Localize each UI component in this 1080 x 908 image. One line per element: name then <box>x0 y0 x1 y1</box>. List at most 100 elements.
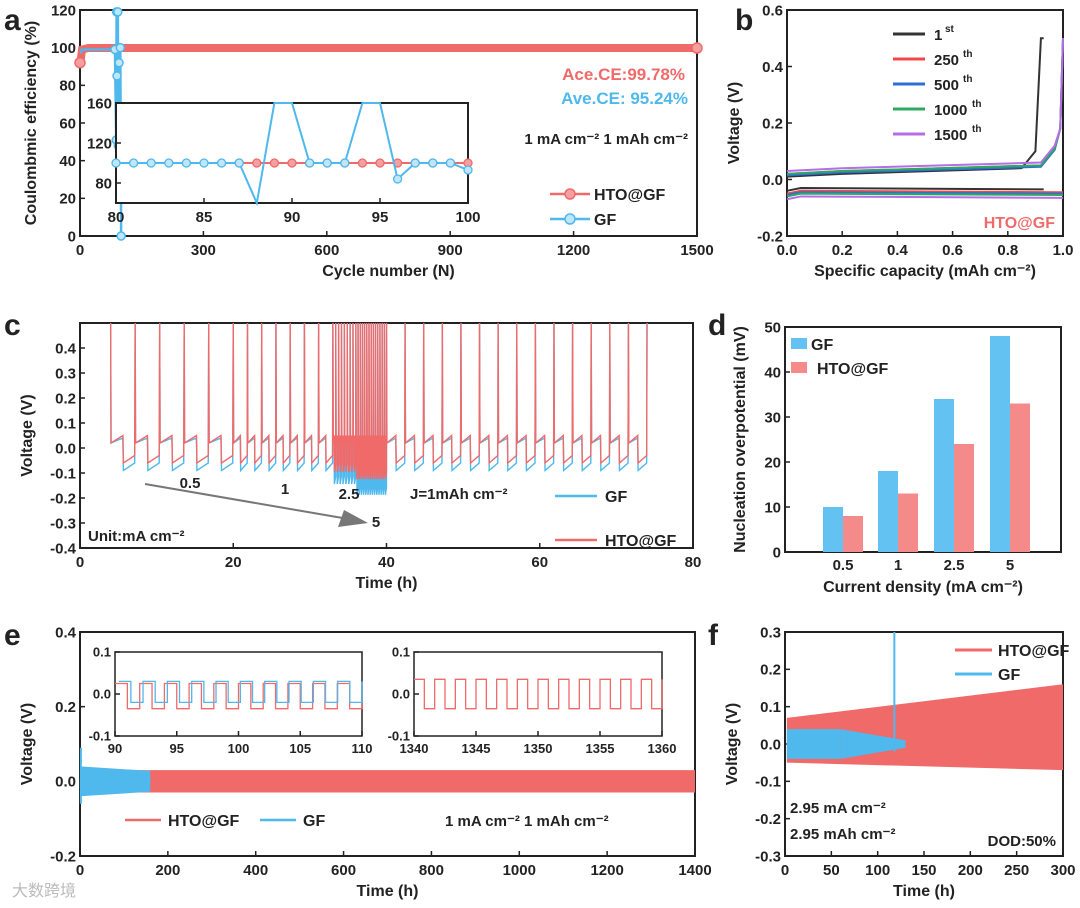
y-tick-label: -0.2 <box>755 811 781 828</box>
x-tick-label: 300 <box>1050 862 1075 879</box>
panel-f: 0 50 100 150 200 250 300 -0.3 -0.2 -0.1 0.0 0.1 0.2 0… <box>724 624 1076 900</box>
x-tick-label: 2.5 <box>944 557 965 574</box>
bar-gf <box>990 336 1010 552</box>
y-axis-label: Voltage (V) <box>724 703 741 785</box>
y-tick-label: 0.2 <box>762 115 783 132</box>
y-tick-label: 0.2 <box>55 390 76 407</box>
legend-label: HTO@GF <box>998 643 1070 660</box>
series-gf <box>80 766 151 797</box>
x-tick-label: 0.8 <box>997 242 1018 259</box>
inset-point <box>287 158 297 168</box>
plot-frame <box>79 631 696 857</box>
y-tick-label: -0.2 <box>757 228 783 245</box>
x-tick-label: 1350 <box>524 741 553 756</box>
inset-point <box>181 158 192 168</box>
y-tick-label: 10 <box>764 499 781 516</box>
x-tick-label: 1.0 <box>1053 242 1074 259</box>
x-tick-label: 1000 <box>503 862 536 879</box>
y-tick-label: 60 <box>59 115 76 132</box>
panel-a: 0 300 600 900 1200 1500 0 20 40 60 80 100 120 Cycle n… <box>23 2 714 280</box>
x-tick-label: 95 <box>372 209 389 226</box>
y-tick-label: 20 <box>59 191 76 208</box>
arrow-head <box>338 510 368 527</box>
bar-hto-gf <box>1010 403 1030 552</box>
y-tick-label: -0.1 <box>755 774 781 791</box>
plating-curve <box>786 192 1064 198</box>
x-tick-label: 400 <box>243 862 268 879</box>
y-tick-label: 0 <box>773 544 781 561</box>
x-tick-label: 900 <box>438 242 463 259</box>
y-tick-label: 0.3 <box>55 365 76 382</box>
y-tick-label: 40 <box>764 364 781 381</box>
y-tick-label: 0.0 <box>760 736 781 753</box>
legend-label: GF <box>998 667 1020 684</box>
legend-swatch <box>791 338 807 349</box>
y-tick-label: -0.3 <box>50 515 76 532</box>
inset-point <box>428 158 438 168</box>
legend-label-sup: th <box>963 74 972 85</box>
legend-label: 1500 <box>934 127 967 144</box>
x-tick-label: 600 <box>331 862 356 879</box>
x-tick-label: 300 <box>191 242 216 259</box>
x-tick-label: 5 <box>1006 557 1014 574</box>
y-axis-label: Voltage (V) <box>726 82 743 164</box>
plot-frame <box>784 326 1062 553</box>
annotation-capacity: 2.95 mAh cm⁻² <box>790 826 895 843</box>
inset-point <box>392 174 403 184</box>
inset-point <box>463 165 473 175</box>
data-point <box>116 231 126 241</box>
bar-gf <box>934 399 954 552</box>
x-axis-label: Time (h) <box>356 575 418 592</box>
y-tick-label: -0.2 <box>50 490 76 507</box>
x-tick-label: 110 <box>352 741 373 756</box>
panel-e: 0 200 400 600 800 1000 1200 1400 -0.2 0.0 0.2 0.4 Ti… <box>19 624 712 900</box>
watermark-logo: 大数跨境 <box>12 881 76 900</box>
series-gf-tail <box>840 729 906 759</box>
x-tick-label: 40 <box>378 554 395 571</box>
panel-letter-e: e <box>4 619 21 652</box>
legend-label: 1000 <box>934 102 967 119</box>
x-tick-label: 0 <box>781 862 789 879</box>
y-tick-label: 0.4 <box>55 624 77 641</box>
y-tick-label: 100 <box>51 40 76 57</box>
rate-label: 2.5 <box>339 486 360 503</box>
x-tick-label: 0.6 <box>942 242 963 259</box>
inset-series-gf <box>118 680 363 704</box>
y-axis-label: Nucleation overpotential (mV) <box>732 326 749 553</box>
y-tick-label: 0 <box>68 228 76 245</box>
y-tick-label: 0.6 <box>762 2 783 19</box>
y-tick-label: 40 <box>59 153 76 170</box>
x-tick-label: 200 <box>155 862 180 879</box>
y-tick-label: 120 <box>87 135 112 152</box>
plating-curve <box>786 191 1064 197</box>
legend-label-sup: th <box>963 49 972 60</box>
y-tick-label: 120 <box>51 2 76 19</box>
plating-curve <box>786 195 1064 201</box>
x-tick-label: 105 <box>289 741 311 756</box>
y-tick-label: 160 <box>87 95 112 112</box>
legend-label: GF <box>811 337 833 354</box>
panel-b: 0.0 0.2 0.4 0.6 0.8 1.0-0.20.00.20.40.6Specif… <box>726 2 1073 280</box>
data-point <box>112 71 122 81</box>
inset-point <box>340 158 350 168</box>
x-tick-label: 800 <box>419 862 444 879</box>
x-axis-label: Time (h) <box>357 883 419 900</box>
plating-curve <box>786 186 1044 192</box>
y-tick-label: -0.1 <box>388 729 410 744</box>
series-hto-gf <box>76 44 697 64</box>
panel-c: 0 20 40 60 80 -0.4 -0.3 -0.2 -0.1 0.0 0.1 0.2 0.3 0.4… <box>19 322 701 592</box>
legend-label-sup: th <box>972 124 981 135</box>
y-tick-label: -0.1 <box>89 729 111 744</box>
x-tick-label: 0 <box>76 242 84 259</box>
inset-point <box>252 158 262 168</box>
legend-label: HTO@GF <box>817 361 889 378</box>
y-tick-label: 0.1 <box>392 645 410 660</box>
inset-point <box>269 158 280 168</box>
x-tick-label: 0 <box>76 862 84 879</box>
y-tick-label: 0.3 <box>760 624 781 641</box>
legend-label: 250 <box>934 52 959 69</box>
legend-label-sup: th <box>972 99 981 110</box>
rate-label: 1 <box>281 481 289 498</box>
x-tick-label: 0.4 <box>887 242 909 259</box>
y-tick-label: 50 <box>764 319 781 336</box>
